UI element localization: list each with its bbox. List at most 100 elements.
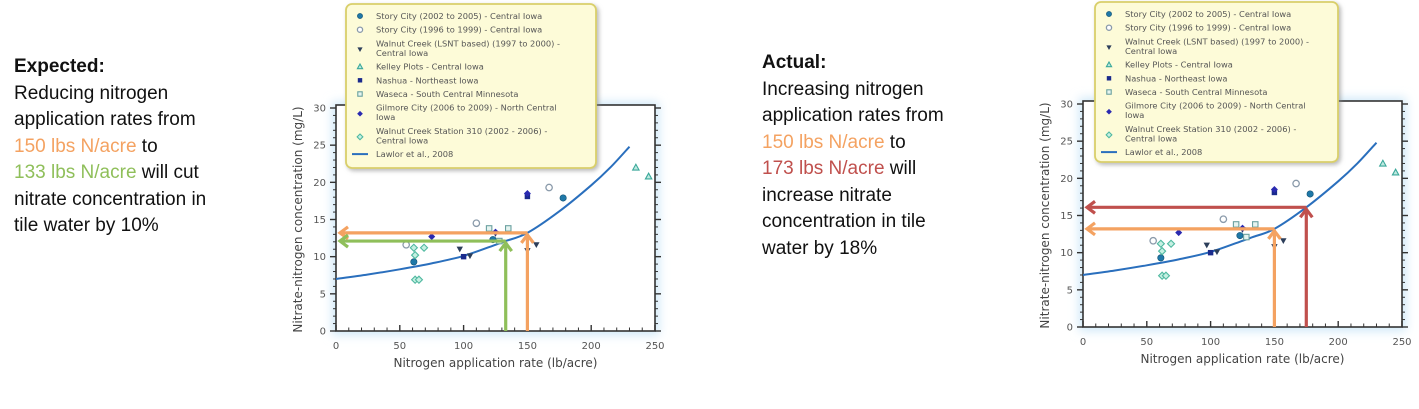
- marker-diamond-open: [1156, 239, 1166, 249]
- text-segment: concentration in tile: [762, 211, 926, 232]
- marker-circle-filled: [1157, 254, 1165, 262]
- marker-diamond-open: [1161, 271, 1171, 281]
- arrow-head-up-green: [498, 240, 513, 253]
- marker-triangle-up: [644, 172, 653, 180]
- arrow-head-left-orange: [1084, 221, 1096, 237]
- x-tick-label: 250: [645, 341, 664, 352]
- y-tick-label: 30: [1060, 100, 1073, 111]
- y-tick-label: 25: [313, 141, 326, 152]
- legend-label: Central Iowa: [1125, 46, 1177, 56]
- text-segment: application rates from: [762, 105, 944, 126]
- y-tick-label: 30: [313, 104, 326, 115]
- marker-triangle-up: [1105, 60, 1113, 68]
- marker-triangle-down: [1106, 45, 1112, 50]
- legend-box: [1094, 1, 1339, 163]
- legend-label: Lawlor et al., 2008: [1125, 147, 1202, 157]
- marker-triangle-up: [631, 163, 640, 171]
- marker-square-open: [1106, 89, 1112, 95]
- legend-label: Central Iowa: [376, 48, 428, 58]
- chart-legend: Story City (2002 to 2005) - Central Iowa…: [345, 3, 597, 169]
- marker-diamond-open: [414, 275, 424, 285]
- marker-diamond-open: [356, 133, 364, 141]
- text-line: 173 lbs N/acre will: [762, 156, 992, 183]
- expected-description: Expected: Reducing nitrogen application ra…: [14, 54, 254, 240]
- marker-triangle-up: [356, 62, 364, 70]
- text-line: application rates from: [14, 107, 254, 134]
- highlight-orange: 150 lbs N/acre: [762, 131, 885, 153]
- marker-triangle-down: [466, 253, 474, 260]
- legend-label: Kelley Plots - Central Iowa: [1125, 60, 1233, 70]
- marker-diamond-filled: [357, 110, 363, 117]
- x-tick-label: 200: [582, 341, 601, 352]
- legend-label: Nashua - Northeast Iowa: [376, 75, 478, 85]
- text-segment: to: [884, 131, 906, 153]
- marker-square-filled: [1106, 76, 1112, 81]
- marker-circle-open: [1219, 215, 1228, 224]
- marker-diamond-open: [1157, 246, 1167, 256]
- marker-diamond-open: [1105, 131, 1113, 139]
- text-line: Increasing nitrogen: [762, 77, 992, 104]
- text-line: 150 lbs N/acre to: [14, 134, 254, 161]
- actual-description: Actual: Increasing nitrogen application ra…: [762, 50, 992, 262]
- text-line: 133 lbs N/acre will cut: [14, 160, 254, 187]
- text-line: increase nitrate: [762, 183, 992, 210]
- marker-circle-filled: [410, 258, 418, 266]
- y-tick-label: 20: [1060, 174, 1073, 185]
- marker-square-open: [1243, 233, 1250, 241]
- x-tick-label: 100: [1201, 337, 1220, 348]
- arrow-head-up-orange: [520, 232, 535, 244]
- text-segment: tile water by 10%: [14, 215, 159, 236]
- legend-label: Waseca - South Central Minnesota: [376, 89, 519, 99]
- marker-circle-filled: [1236, 232, 1244, 240]
- marker-circle-filled: [559, 194, 567, 202]
- y-tick-label: 20: [313, 178, 326, 189]
- legend-label: Walnut Creek Station 310 (2002 - 2006) -: [1125, 124, 1296, 134]
- marker-circle-open: [472, 219, 481, 228]
- y-tick-label: 0: [320, 327, 326, 338]
- legend-label: Iowa: [1125, 110, 1144, 120]
- arrow-head-up-red: [1299, 206, 1314, 219]
- marker-diamond-filled: [428, 233, 436, 241]
- marker-triangle-down: [1203, 242, 1210, 249]
- marker-triangle-down: [357, 47, 363, 52]
- marker-square-open: [485, 225, 493, 232]
- highlight-red: 173 lbs N/acre: [762, 158, 885, 179]
- y-tick-label: 25: [1060, 137, 1073, 148]
- marker-square-open: [504, 225, 512, 232]
- x-tick-label: 100: [454, 341, 473, 352]
- legend-label: Story City (2002 to 2005) - Central Iowa: [376, 11, 542, 21]
- legend-label: Central Iowa: [1125, 133, 1177, 143]
- text-segment: will cut: [136, 162, 199, 183]
- text-line: water by 18%: [762, 236, 992, 263]
- marker-square-open: [1251, 221, 1259, 228]
- x-tick-label: 200: [1329, 337, 1348, 348]
- y-tick-label: 5: [320, 289, 326, 300]
- legend-label: Gilmore City (2006 to 2009) - North Cent…: [1125, 101, 1306, 111]
- y-tick-label: 5: [1067, 285, 1073, 296]
- marker-square-open: [1232, 221, 1240, 228]
- marker-diamond-filled: [1175, 229, 1183, 237]
- y-tick-label: 0: [1067, 323, 1073, 334]
- y-tick-label: 15: [1060, 211, 1073, 222]
- marker-triangle-up: [1378, 159, 1387, 167]
- text-line: nitrate concentration in: [14, 187, 254, 214]
- legend-label: Iowa: [376, 112, 395, 122]
- marker-diamond-filled: [523, 189, 531, 198]
- text-segment: water by 18%: [762, 237, 878, 259]
- marker-square-filled: [357, 78, 363, 83]
- x-tick-label: 0: [1080, 337, 1086, 348]
- marker-diamond-open: [419, 243, 429, 253]
- y-tick-label: 15: [313, 215, 326, 226]
- marker-circle-open: [1292, 179, 1300, 188]
- actual-chart: 0 5 10 15 20 25 30 0 50 100 150 200 250 Nitrogen appl…: [1038, 1, 1412, 366]
- legend-label: Waseca - South Central Minnesota: [1125, 87, 1268, 97]
- legend-label: Story City (1996 to 1999) - Central Iowa: [1125, 23, 1291, 33]
- x-tick-label: 50: [393, 341, 406, 352]
- text-segment: to: [136, 135, 158, 157]
- legend-label: Lawlor et al., 2008: [376, 149, 453, 159]
- legend-label: Gilmore City (2006 to 2009) - North Cent…: [376, 103, 557, 113]
- marker-triangle-down: [456, 246, 463, 253]
- y-tick-label: 10: [313, 252, 326, 263]
- legend-label: Walnut Creek Station 310 (2002 - 2006) -: [376, 126, 547, 136]
- text-segment: nitrate concentration in: [14, 188, 207, 210]
